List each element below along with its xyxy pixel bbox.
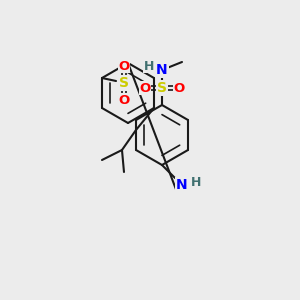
Text: S: S xyxy=(157,81,167,95)
Text: H: H xyxy=(144,59,154,73)
Text: O: O xyxy=(140,82,151,94)
Text: O: O xyxy=(118,59,130,73)
Text: O: O xyxy=(173,82,184,94)
Text: O: O xyxy=(118,94,130,106)
Text: S: S xyxy=(119,76,129,90)
Text: N: N xyxy=(156,63,168,77)
Text: H: H xyxy=(191,176,201,190)
Text: N: N xyxy=(176,178,188,192)
